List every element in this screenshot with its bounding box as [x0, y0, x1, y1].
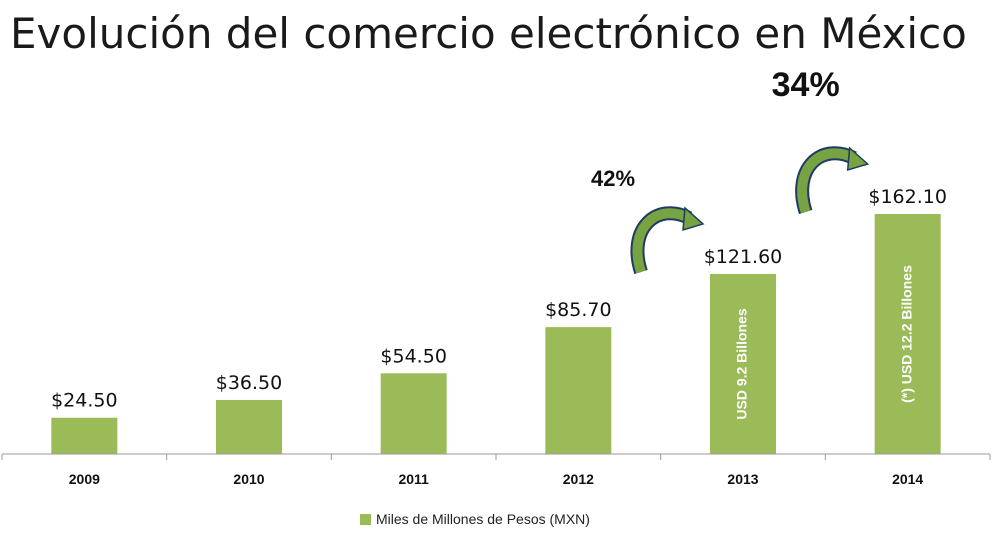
growth-arrow-2013: [632, 208, 692, 274]
value-label-2010: $36.50: [216, 372, 282, 394]
chart-title: Evolución del comercio electrónico en Mé…: [10, 9, 967, 58]
growth-arrowhead-2013: [682, 206, 705, 232]
x-tick-label-2014: 2014: [892, 471, 923, 487]
x-tick-label-2013: 2013: [727, 471, 758, 487]
value-label-2009: $24.50: [51, 390, 117, 412]
growth-arrowhead-2014: [846, 146, 870, 172]
legend-swatch: [360, 513, 371, 525]
legend: Miles de Millones de Pesos (MXN): [360, 508, 590, 530]
bar-2009: [51, 417, 118, 454]
bar-2011: [380, 373, 447, 454]
value-label-2013: $121.60: [704, 246, 783, 268]
growth-arrow-2014: [797, 148, 856, 214]
bar-2010: [216, 399, 282, 454]
growth-label-2013: 42%: [591, 166, 635, 191]
bar-2014: [874, 214, 941, 454]
legend-label: Miles de Millones de Pesos (MXN): [376, 511, 590, 527]
value-label-2012: $85.70: [545, 299, 611, 321]
bar-2013: [710, 273, 776, 454]
x-tick-label-2011: 2011: [398, 471, 429, 487]
value-label-2014: $162.10: [868, 186, 947, 208]
bar-2012: [545, 327, 612, 454]
growth-label-2014: 34%: [772, 66, 840, 104]
x-tick-label-2009: 2009: [69, 471, 100, 487]
bar-annotation-2013: USD 9.2 Billones: [734, 308, 750, 419]
x-tick-label-2012: 2012: [563, 471, 594, 487]
x-tick-label-2010: 2010: [233, 471, 264, 487]
value-label-2011: $54.50: [380, 345, 446, 367]
bar-annotation-2014: (*) USD 12.2 Billones: [898, 265, 914, 403]
